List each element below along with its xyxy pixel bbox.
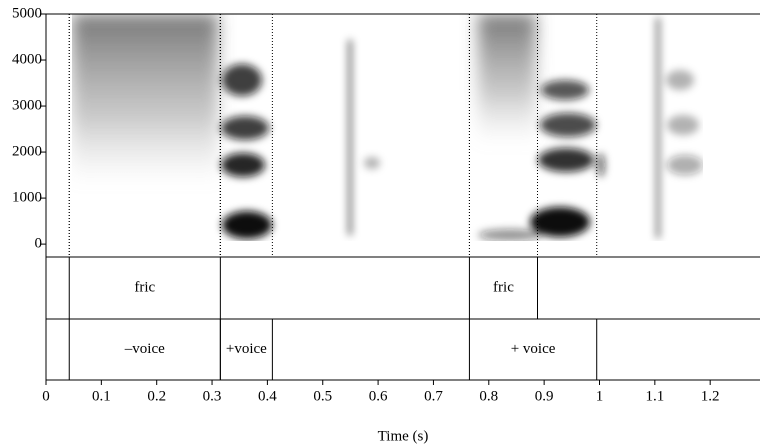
x-tick-label: 0.6 <box>369 388 388 404</box>
x-tick-label: 0.3 <box>203 388 222 404</box>
x-tick-label: 1.1 <box>645 388 664 404</box>
x-tick-label: 0.4 <box>258 388 277 404</box>
x-tick-label: 1.2 <box>701 388 720 404</box>
y-tick-label: 2000 <box>12 144 42 160</box>
y-tick-label: 1000 <box>12 190 42 206</box>
x-tick-label: 0.8 <box>479 388 498 404</box>
x-tick-label: 0.7 <box>424 388 443 404</box>
y-tick-label: 3000 <box>12 97 42 113</box>
x-tick-label: 0.2 <box>147 388 166 404</box>
interval-label: fric <box>493 279 514 295</box>
x-tick-label: 0.1 <box>92 388 111 404</box>
x-tick-label: 0 <box>42 388 50 404</box>
interval-label: +voice <box>226 341 267 357</box>
x-tick-label: 1 <box>596 388 604 404</box>
spectrogram-image <box>72 14 703 241</box>
x-axis-label: Time (s) <box>378 428 429 444</box>
interval-label: + voice <box>511 341 556 357</box>
frame <box>45 13 760 381</box>
x-tick-label: 0.9 <box>535 388 554 404</box>
y-tick-label: 5000 <box>12 5 42 21</box>
interval-label: fric <box>134 279 155 295</box>
y-tick-label: 0 <box>35 236 43 252</box>
interval-label: –voice <box>124 341 165 357</box>
x-tick-label: 0.5 <box>313 388 332 404</box>
y-tick-label: 4000 <box>12 51 42 67</box>
